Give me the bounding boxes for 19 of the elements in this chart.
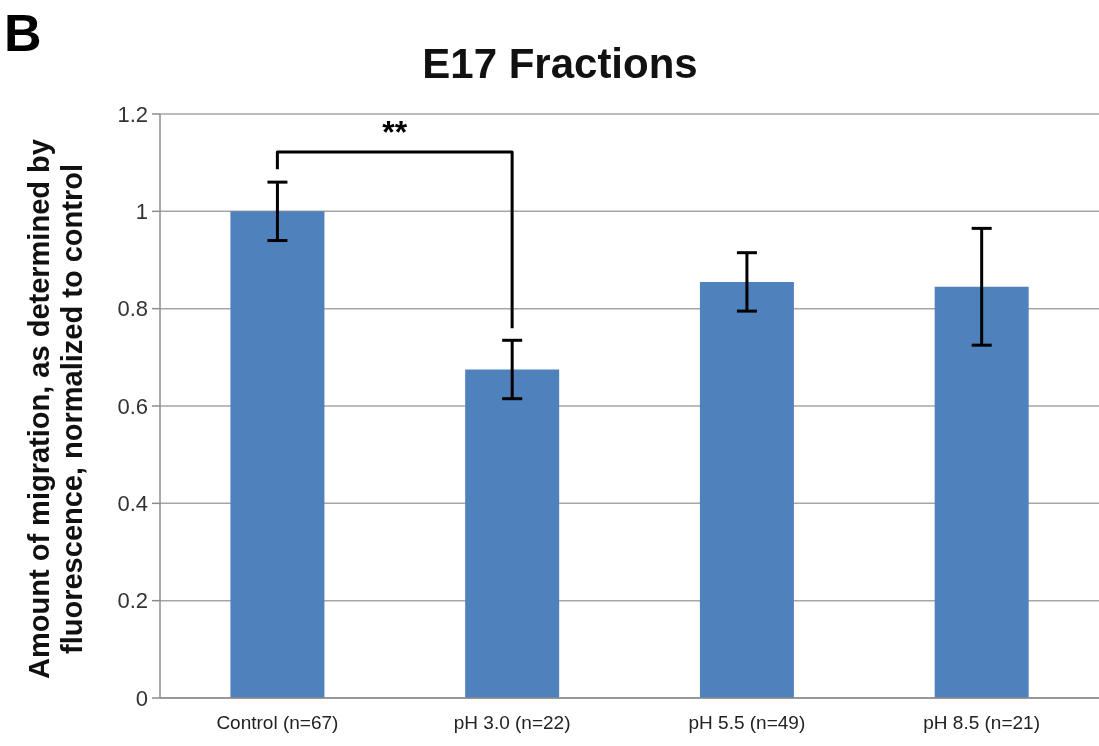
y-tick-label: 1 bbox=[135, 199, 148, 225]
x-tick-label: pH 5.5 (n=49) bbox=[688, 712, 806, 734]
annotation: ** bbox=[382, 114, 408, 150]
x-tick-label: pH 3.0 (n=22) bbox=[453, 712, 571, 734]
y-tick-label: 0.4 bbox=[117, 491, 148, 517]
bar bbox=[465, 369, 560, 698]
y-tick-label: 1.2 bbox=[117, 101, 148, 127]
bar bbox=[934, 286, 1029, 698]
bar bbox=[699, 281, 794, 698]
y-tick-label: 0.2 bbox=[117, 588, 148, 614]
y-tick-label: 0.6 bbox=[117, 393, 148, 419]
text: B bbox=[4, 4, 42, 62]
x-tick-label: Control (n=67) bbox=[216, 712, 339, 734]
chart-title: E17 Fractions bbox=[422, 40, 698, 87]
y-tick-label: 0 bbox=[135, 685, 148, 711]
y-tick-label: 0.8 bbox=[117, 296, 148, 322]
bar bbox=[230, 211, 325, 698]
x-tick-label: pH 8.5 (n=21) bbox=[923, 712, 1040, 734]
y-axis-title: Amount of migration, as determined by fluorescence, normalized to control bbox=[23, 138, 89, 681]
